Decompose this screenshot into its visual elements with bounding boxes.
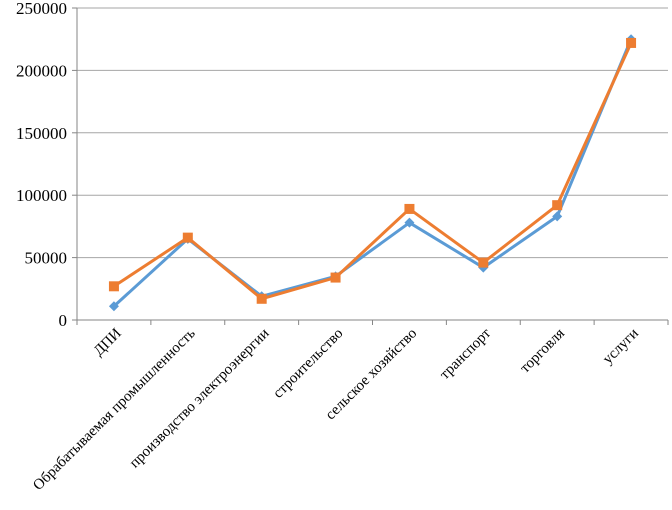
x-tick-label: торговля [517, 325, 568, 376]
x-tick-label: строительство [270, 326, 346, 402]
series-1-point [404, 217, 415, 228]
series-1-point [552, 211, 563, 222]
series-2-point [404, 203, 415, 214]
x-tick-label: производство электроэнергии [127, 326, 273, 472]
y-tick-label: 150000 [16, 124, 67, 143]
y-tick-label: 50000 [25, 249, 68, 268]
series-2-point [478, 257, 489, 268]
y-tick-label: 100000 [16, 186, 67, 205]
x-tick-label: ДПИ [91, 325, 125, 359]
series-2-point [108, 281, 119, 292]
series-2-point [552, 200, 563, 211]
axes [72, 7, 669, 325]
y-tick-label: 200000 [16, 61, 67, 80]
series-group [108, 34, 637, 312]
x-tick-label: услуги [600, 326, 642, 368]
grid-lines [77, 7, 668, 259]
x-tick-label: транспорт [437, 325, 495, 383]
y-tick-label: 0 [59, 311, 68, 330]
series-2-line [113, 42, 633, 301]
y-axis-ticks: 0 50000 100000 150000 200000 250000 [16, 0, 67, 330]
series-2-point [182, 232, 193, 243]
series-1-line [112, 38, 633, 308]
series-2-point [330, 272, 341, 283]
series-2-point [626, 37, 637, 48]
y-tick-label: 250000 [16, 0, 67, 18]
series-1-point [108, 301, 119, 312]
series-2-point [256, 293, 267, 304]
x-tick-label: Обрабатываемая промышленность [30, 325, 198, 493]
